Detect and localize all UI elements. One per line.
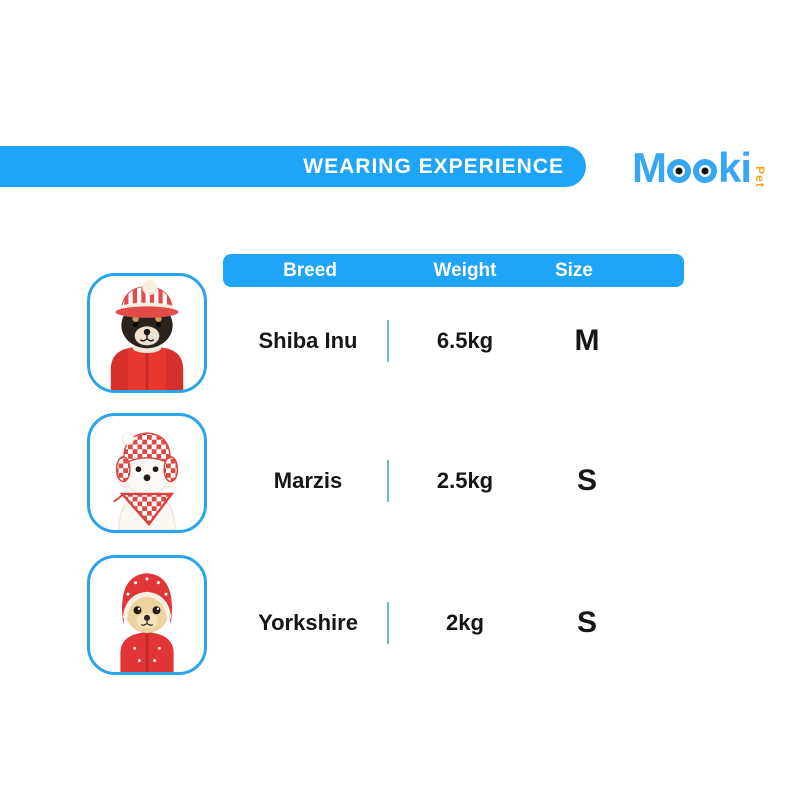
table-row: Marzis 2.5kg S [0,413,800,533]
column-divider [387,460,389,502]
logo-sub-text: Pet [752,166,767,188]
size-cell: M [574,324,600,357]
dog-photo-yorkshire [120,573,174,672]
weight-cell: 2kg [446,610,484,635]
table-header: Breed Weight Size [223,254,684,287]
logo-eye-icon [693,159,717,184]
breed-cell: Marzis [273,468,343,493]
breed-cell: Shiba Inu [258,328,358,353]
dog-photo-frame [87,555,207,675]
size-cell: S [576,464,598,497]
logo-eye-icon [667,159,691,184]
weight-cell: 6.5kg [436,328,494,353]
weight-cell: 2.5kg [436,468,494,493]
size-cell: S [576,606,598,639]
logo-letters-ki: ki [718,143,752,191]
brand-logo: M ki Pet [632,142,771,194]
dog-photo-shiba-inu [110,279,184,390]
section-title: WEARING EXPERIENCE [303,154,564,178]
logo-letter-m: M [632,143,667,191]
column-header-size: Size [554,259,594,281]
dog-photo-maltese [113,432,179,530]
column-header-weight: Weight [433,259,497,281]
column-divider [387,320,389,362]
column-divider [387,602,389,644]
dog-photo-frame [87,273,207,393]
breed-cell: Yorkshire [258,610,358,635]
table-row: Yorkshire 2kg S [0,555,800,675]
dog-photo-frame [87,413,207,533]
column-header-breed: Breed [283,259,337,281]
section-title-banner: WEARING EXPERIENCE [0,146,586,187]
logo-wordmark: M ki [632,143,752,191]
table-row: Shiba Inu 6.5kg M [0,273,800,393]
